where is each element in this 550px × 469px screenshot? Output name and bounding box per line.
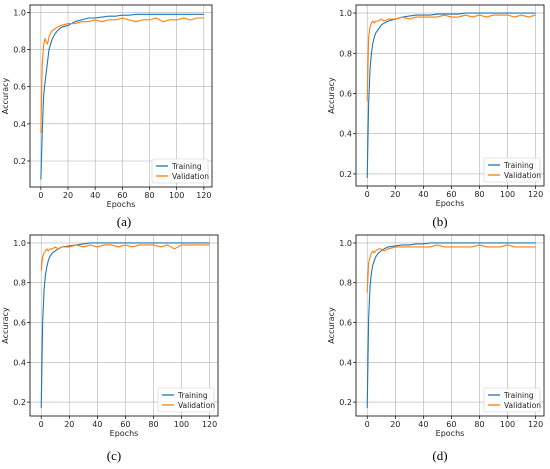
y-tick-label: 0.4 bbox=[339, 130, 352, 139]
y-tick-label: 1.0 bbox=[339, 239, 352, 248]
x-tick-label: 0 bbox=[39, 420, 44, 429]
x-tick-label: 60 bbox=[446, 190, 456, 199]
panel-caption: (d) bbox=[432, 448, 447, 463]
x-tick-label: 0 bbox=[38, 191, 43, 200]
y-axis-label: Accuracy bbox=[327, 77, 336, 114]
chart-panel: 0 20 40 60 80 100 120 0.2 0.4 0.6 0.8 1.0 Epochs Accu… bbox=[327, 234, 545, 463]
x-tick-label: 40 bbox=[418, 190, 428, 199]
y-tick-label: 0.8 bbox=[13, 46, 26, 55]
legend-box bbox=[157, 387, 215, 413]
legend-label-validation: Validation bbox=[178, 401, 215, 410]
x-tick-label: 60 bbox=[117, 191, 127, 200]
plot-frame bbox=[29, 4, 213, 188]
y-axis-label: Accuracy bbox=[1, 77, 10, 114]
series-line-training bbox=[366, 12, 536, 178]
x-tick-label: 100 bbox=[500, 190, 515, 199]
legend-label-validation: Validation bbox=[504, 171, 541, 180]
x-tick-label: 20 bbox=[64, 420, 74, 429]
y-tick-label: 1.0 bbox=[13, 8, 26, 17]
y-axis-label: Accuracy bbox=[1, 307, 10, 344]
plot-frame bbox=[355, 4, 545, 187]
y-tick-label: 0.4 bbox=[13, 120, 26, 129]
legend-label-training: Training bbox=[177, 391, 208, 400]
x-tick-label: 40 bbox=[90, 191, 100, 200]
y-tick-label: 0.6 bbox=[339, 89, 352, 98]
x-tick-label: 40 bbox=[418, 420, 428, 429]
panel-caption: (c) bbox=[107, 448, 121, 463]
x-tick-label: 0 bbox=[365, 420, 370, 429]
series-line-training bbox=[40, 13, 204, 180]
y-tick-label: 1.0 bbox=[13, 239, 26, 248]
x-axis-label: Epochs bbox=[107, 200, 136, 209]
x-tick-label: 20 bbox=[390, 420, 400, 429]
x-tick-label: 120 bbox=[202, 420, 217, 429]
chart-panel: 0 20 40 60 80 100 120 0.2 0.4 0.6 0.8 1.0 Epochs Accu… bbox=[1, 4, 213, 229]
plot-frame bbox=[355, 234, 545, 417]
legend-label-training: Training bbox=[503, 391, 534, 400]
x-tick-label: 120 bbox=[528, 420, 543, 429]
series-line-validation bbox=[366, 14, 536, 102]
x-tick-label: 100 bbox=[174, 420, 189, 429]
y-tick-label: 0.2 bbox=[13, 398, 26, 407]
legend-box bbox=[483, 387, 541, 413]
y-tick-label: 0.8 bbox=[339, 49, 352, 58]
series-line-validation bbox=[40, 244, 210, 271]
x-tick-label: 60 bbox=[120, 420, 130, 429]
plot-frame bbox=[29, 234, 219, 417]
panel-caption: (a) bbox=[117, 214, 131, 229]
y-tick-label: 0.4 bbox=[339, 358, 352, 367]
y-tick-label: 0.6 bbox=[339, 319, 352, 328]
y-tick-label: 0.8 bbox=[339, 279, 352, 288]
chart-panel: 0 20 40 60 80 100 120 0.2 0.4 0.6 0.8 1.0 Epochs Accu… bbox=[327, 4, 545, 229]
chart-panel: 0 20 40 60 80 100 120 0.2 0.4 0.6 0.8 1.0 Epochs Accu… bbox=[1, 234, 219, 463]
legend-box bbox=[483, 157, 541, 183]
y-tick-label: 0.2 bbox=[339, 170, 352, 179]
x-tick-label: 0 bbox=[365, 190, 370, 199]
series-line-validation bbox=[40, 17, 204, 134]
y-tick-label: 1.0 bbox=[339, 9, 352, 18]
x-axis-label: Epochs bbox=[110, 429, 139, 438]
panel-caption: (b) bbox=[432, 214, 447, 229]
x-tick-label: 100 bbox=[169, 191, 184, 200]
x-tick-label: 60 bbox=[446, 420, 456, 429]
series-line-training bbox=[40, 242, 210, 409]
x-tick-label: 20 bbox=[390, 190, 400, 199]
y-tick-label: 0.2 bbox=[339, 398, 352, 407]
series-line-training bbox=[366, 242, 536, 409]
legend-label-training: Training bbox=[171, 162, 202, 171]
y-tick-label: 0.8 bbox=[13, 279, 26, 288]
x-tick-label: 20 bbox=[63, 191, 73, 200]
y-axis-label: Accuracy bbox=[327, 307, 336, 344]
x-axis-label: Epochs bbox=[436, 199, 465, 208]
y-tick-label: 0.6 bbox=[13, 319, 26, 328]
x-axis-label: Epochs bbox=[436, 429, 465, 438]
y-tick-label: 0.4 bbox=[13, 358, 26, 367]
x-tick-label: 80 bbox=[144, 191, 154, 200]
x-tick-label: 120 bbox=[528, 190, 543, 199]
legend-label-validation: Validation bbox=[504, 401, 541, 410]
x-tick-label: 80 bbox=[148, 420, 158, 429]
x-tick-label: 100 bbox=[500, 420, 515, 429]
y-tick-label: 0.2 bbox=[13, 157, 26, 166]
x-tick-label: 80 bbox=[474, 420, 484, 429]
legend-label-validation: Validation bbox=[172, 172, 209, 181]
y-tick-label: 0.6 bbox=[13, 83, 26, 92]
legend-label-training: Training bbox=[503, 161, 534, 170]
x-tick-label: 80 bbox=[474, 190, 484, 199]
series-line-validation bbox=[366, 244, 536, 293]
legend-box bbox=[151, 158, 209, 184]
x-tick-label: 40 bbox=[92, 420, 102, 429]
x-tick-label: 120 bbox=[196, 191, 211, 200]
